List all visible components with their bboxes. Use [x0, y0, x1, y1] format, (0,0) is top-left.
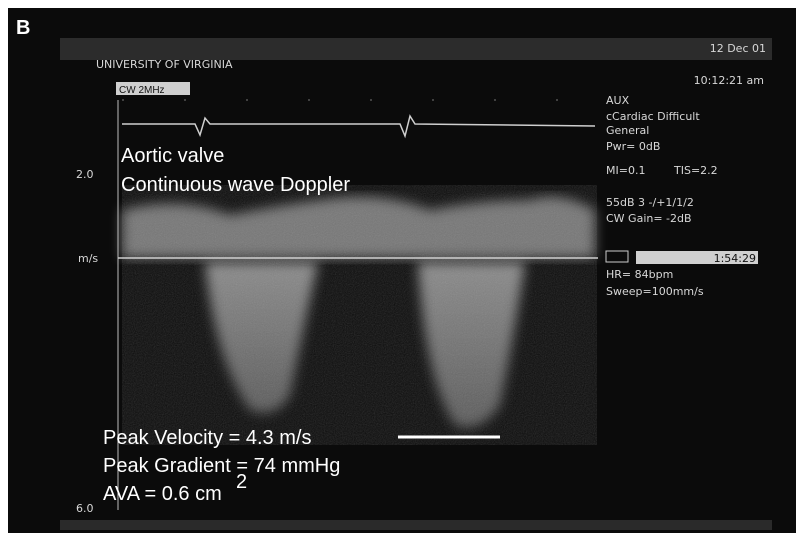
- setting: HR= 84bpm: [606, 268, 673, 281]
- setting: General: [606, 124, 649, 137]
- annotation-subtitle: Continuous wave Doppler: [121, 174, 350, 196]
- setting: Pwr= 0dB: [606, 140, 660, 153]
- setting: CW Gain= -2dB: [606, 212, 692, 225]
- scale-unit: m/s: [78, 252, 98, 265]
- setting: TIS=2.2: [673, 164, 718, 177]
- scale-top: 2.0: [76, 168, 94, 181]
- setting: 1:54:29: [714, 252, 756, 265]
- setting: Sweep=100mm/s: [606, 285, 704, 298]
- ava: AVA = 0.6 cm: [103, 483, 222, 505]
- setting: cCardiac Difficult: [606, 110, 700, 123]
- annotation-title: Aortic valve: [121, 145, 224, 167]
- setting: 55dB 3 -/+1/1/2: [606, 196, 694, 209]
- peak-gradient: Peak Gradient = 74 mmHg: [103, 455, 340, 477]
- scale-bottom: 6.0: [76, 502, 94, 515]
- time: 10:12:21 am: [694, 74, 764, 87]
- institution: UNIVERSITY OF VIRGINIA: [96, 58, 233, 71]
- date: 12 Dec 01: [710, 42, 766, 55]
- footer-bar: [60, 520, 772, 530]
- panel-label: B: [16, 17, 30, 39]
- ava-superscript: 2: [236, 471, 247, 493]
- probe: CW 2MHz: [119, 85, 165, 96]
- header-bar: [60, 38, 772, 60]
- figure: B UNIVERSITY OF VIRGINIA 12 Dec 01 10:12…: [0, 0, 802, 538]
- peak-velocity: Peak Velocity = 4.3 m/s: [103, 427, 311, 449]
- setting: AUX: [606, 94, 630, 107]
- setting: MI=0.1: [606, 164, 645, 177]
